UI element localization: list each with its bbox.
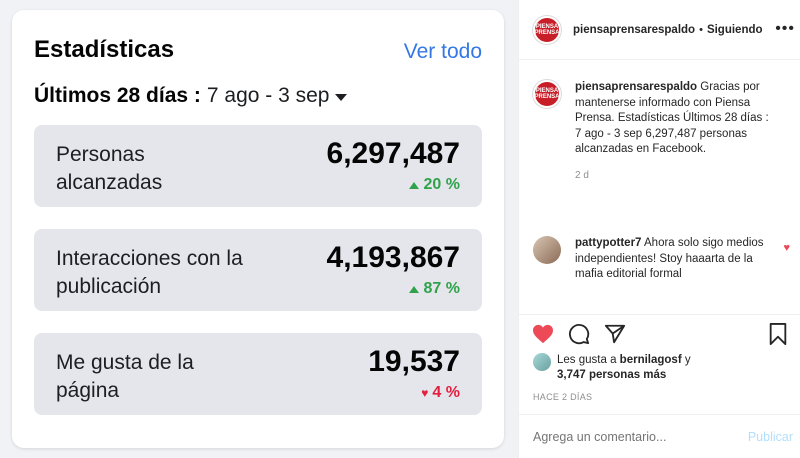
metric-page-likes: Me gusta de la página 19,537 ♥ 4 % — [34, 333, 482, 415]
metric-label: Interacciones con la publicación — [56, 247, 243, 298]
arrow-up-icon — [408, 285, 419, 293]
post-sidebar: PIENSA PRENSA piensaprensarespaldo • Sig… — [518, 0, 800, 458]
comment-item: pattypotter7 Ahora solo sigo medios inde… — [533, 236, 793, 283]
comment-username[interactable]: pattypotter7 — [575, 237, 642, 249]
actions-divider — [519, 314, 800, 315]
likes-text: Les gusta a bernilagosf y 3,747 personas… — [557, 353, 691, 383]
comment-input[interactable] — [533, 429, 733, 444]
author-username[interactable]: piensaprensarespaldo — [573, 23, 696, 36]
metric-change: 20 % — [408, 176, 460, 194]
date-range: 7 ago - 3 sep — [206, 84, 330, 107]
metric-value: 6,297,487 — [326, 137, 460, 170]
metric-change-value: 20 % — [423, 176, 460, 193]
stats-card: Estadísticas Ver todo Últimos 28 días : … — [12, 10, 504, 448]
bookmark-icon[interactable] — [766, 322, 790, 346]
caption-time[interactable]: 2 d — [575, 169, 589, 181]
caption-text: Gracias por mantenerse informado con Pie… — [575, 81, 769, 155]
likes-summary: Les gusta a bernilagosf y 3,747 personas… — [533, 353, 691, 383]
post-timestamp[interactable]: HACE 2 DÍAS — [533, 392, 593, 402]
metric-change-value: 87 % — [423, 280, 460, 297]
see-all-link: Ver todo — [403, 40, 482, 63]
share-send-icon[interactable] — [603, 322, 627, 346]
caret-down-icon — [335, 94, 348, 101]
liker-avatar — [533, 353, 551, 371]
metric-label: Me gusta de la página — [56, 351, 194, 402]
comment-composer: Publicar — [519, 414, 800, 458]
heart-icon: ♥ — [421, 386, 429, 400]
commenter-avatar[interactable] — [533, 236, 561, 264]
metric-reach: Personas alcanzadas 6,297,487 20 % — [34, 125, 482, 207]
likes-count-link[interactable]: 3,747 personas más — [557, 369, 667, 381]
action-icons — [531, 322, 627, 346]
likes-prefix: Les gusta a — [557, 354, 617, 366]
metric-value: 19,537 — [368, 345, 460, 378]
metric-change-value: 4 % — [432, 384, 460, 401]
author-avatar[interactable]: PIENSA PRENSA — [533, 15, 561, 44]
period-label: Últimos 28 días : — [34, 84, 201, 107]
caption-avatar[interactable]: PIENSA PRENSA — [533, 80, 561, 108]
like-heart-icon[interactable] — [531, 322, 555, 346]
date-range-selector: Últimos 28 días : 7 ago - 3 sep — [34, 84, 348, 108]
post-header: PIENSA PRENSA piensaprensarespaldo • Sig… — [519, 0, 800, 60]
stats-title: Estadísticas — [34, 36, 175, 63]
caption-body: piensaprensarespaldo Gracias por mantene… — [575, 80, 775, 183]
separator-dot: • — [699, 23, 703, 36]
comment-bubble-icon[interactable] — [567, 322, 591, 346]
caption-username[interactable]: piensaprensarespaldo — [575, 81, 698, 93]
following-button[interactable]: Siguiendo — [706, 23, 763, 36]
comment-body: pattypotter7 Ahora solo sigo medios inde… — [575, 236, 765, 283]
metric-change: 87 % — [408, 280, 460, 298]
metric-label: Personas alcanzadas — [56, 143, 163, 194]
metric-engagement: Interacciones con la publicación 4,193,8… — [34, 229, 482, 311]
caption: PIENSA PRENSA piensaprensarespaldo Graci… — [533, 80, 793, 183]
publish-button[interactable]: Publicar — [747, 429, 793, 444]
comment-like-heart-icon[interactable]: ♥ — [783, 242, 790, 254]
liker-username[interactable]: bernilagosf — [619, 354, 682, 366]
post-image: Estadísticas Ver todo Últimos 28 días : … — [0, 0, 518, 458]
likes-and: y — [684, 354, 691, 366]
comment-text: Ahora solo sigo medios independientes! S… — [575, 237, 764, 280]
arrow-up-icon — [408, 181, 419, 189]
metric-change: ♥ 4 % — [421, 384, 460, 402]
more-options-icon[interactable]: ••• — [775, 20, 795, 37]
metric-value: 4,193,867 — [326, 241, 460, 274]
